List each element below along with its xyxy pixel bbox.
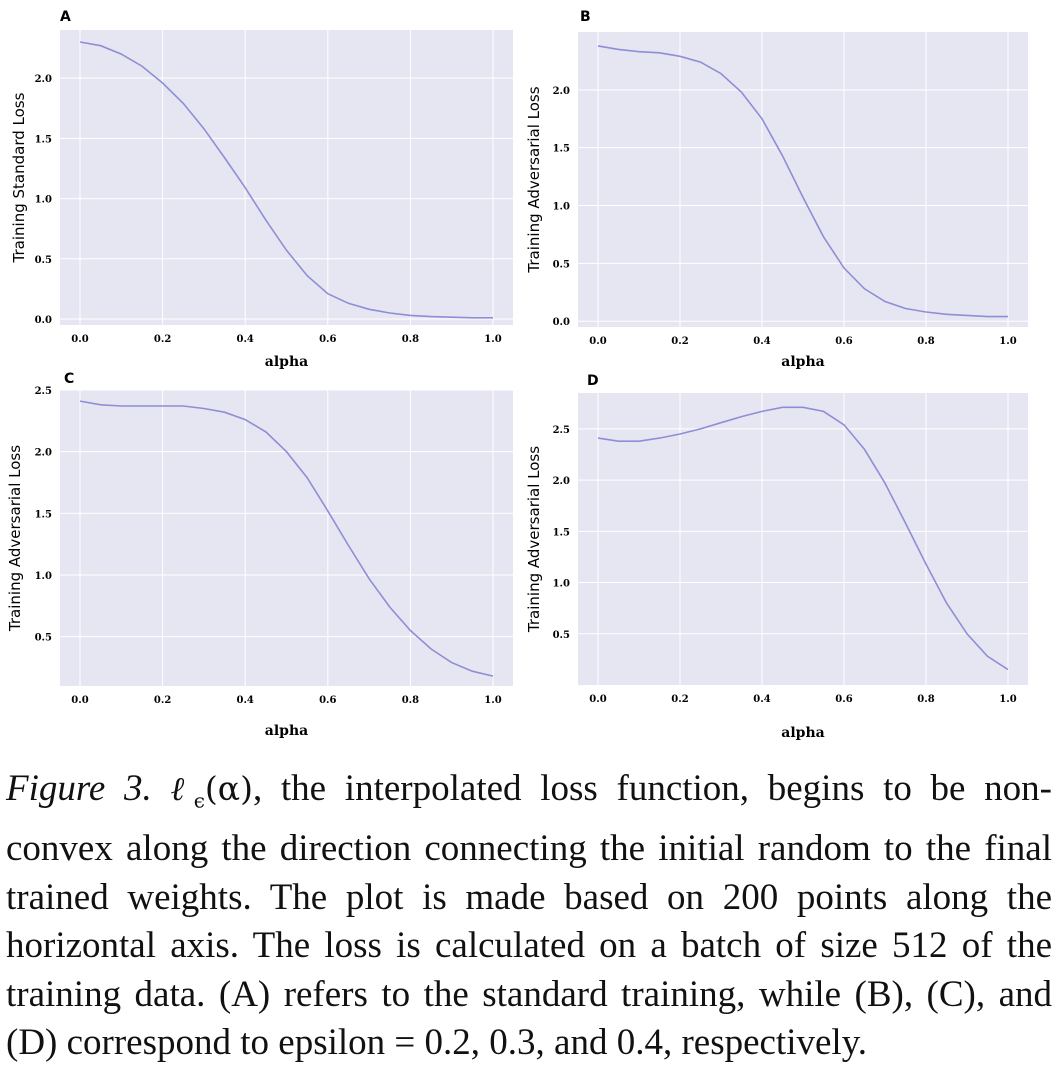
panel-letter: A — [60, 9, 71, 25]
y-tick-label: 2.0 — [35, 448, 52, 459]
y-tick-label: 1.0 — [553, 202, 570, 213]
y-tick-label: 0.0 — [35, 315, 52, 326]
y-tick-label: 2.0 — [553, 86, 570, 97]
y-axis-label: Training Adversarial Loss — [525, 446, 543, 633]
caption-math-subscript: ϵ — [193, 788, 205, 813]
caption-math-arg: (α) — [204, 769, 253, 808]
y-tick-label: 0.5 — [553, 259, 570, 270]
x-tick-label: 0.2 — [154, 695, 171, 706]
caption-math: ℓϵ(α) — [170, 769, 253, 813]
x-tick-label: 0.6 — [835, 336, 852, 347]
x-tick-label: 0.4 — [753, 694, 770, 705]
x-tick-label: 0.8 — [402, 695, 419, 706]
y-tick-label: 2.0 — [553, 476, 570, 487]
x-tick-label: 1.0 — [484, 695, 501, 706]
panel-letter: D — [587, 373, 599, 389]
plot-background — [578, 393, 1028, 685]
x-tick-label: 1.0 — [484, 334, 501, 345]
y-tick-label: 1.5 — [553, 144, 570, 155]
x-axis-label: alpha — [265, 723, 308, 739]
y-tick-label: 0.5 — [35, 633, 52, 644]
y-tick-label: 0.0 — [553, 317, 570, 328]
panel-a: 0.0 0.2 0.4 0.6 0.8 1.0 0.0 0.5 1.0 1.5 2.0 A Traini… — [10, 9, 513, 370]
y-tick-label: 0.5 — [35, 255, 52, 266]
y-axis-label: Training Standard Loss — [10, 92, 28, 263]
y-tick-label: 2.5 — [35, 386, 52, 397]
plot-background — [60, 390, 513, 686]
x-tick-label: 0.2 — [671, 336, 688, 347]
x-tick-label: 1.0 — [999, 336, 1016, 347]
caption-label: Figure 3. — [6, 768, 152, 809]
y-axis-label: Training Adversarial Loss — [6, 445, 24, 632]
x-tick-label: 0.4 — [753, 336, 770, 347]
panel-d: 0.0 0.2 0.4 0.6 0.8 1.0 0.5 1.0 1.5 2.0 2.5 D Traini… — [525, 373, 1028, 741]
x-tick-label: 0.6 — [319, 695, 336, 706]
y-tick-label: 1.5 — [35, 134, 52, 145]
figure-caption: Figure 3. ℓϵ(α), the interpolated loss f… — [6, 765, 1052, 1068]
y-tick-label: 2.5 — [553, 425, 570, 436]
loss-curve — [79, 41, 493, 319]
x-tick-label: 0.8 — [917, 336, 934, 347]
x-axis-label: alpha — [265, 354, 308, 370]
x-tick-label: 0.0 — [71, 695, 88, 706]
y-tick-label: 1.0 — [35, 195, 52, 206]
x-tick-label: 0.4 — [236, 695, 253, 706]
y-tick-label: 1.5 — [35, 509, 52, 520]
x-tick-label: 0.0 — [71, 334, 88, 345]
x-tick-label: 0.0 — [589, 694, 606, 705]
x-tick-label: 0.2 — [671, 694, 688, 705]
loss-curve — [597, 45, 1008, 318]
plot-background — [578, 32, 1028, 327]
x-axis-label: alpha — [781, 354, 824, 370]
x-tick-label: 0.4 — [236, 334, 253, 345]
loss-curve — [597, 406, 1009, 671]
x-tick-label: 1.0 — [999, 694, 1016, 705]
x-tick-label: 0.8 — [402, 334, 419, 345]
x-axis-label: alpha — [781, 725, 824, 741]
x-tick-label: 0.6 — [835, 694, 852, 705]
panel-b: 0.0 0.2 0.4 0.6 0.8 1.0 0.0 0.5 1.0 1.5 2.0 B Traini… — [525, 9, 1028, 370]
panel-c: 0.0 0.2 0.4 0.6 0.8 1.0 0.5 1.0 1.5 2.0 2.5 C Traini… — [6, 371, 513, 739]
x-tick-label: 0.8 — [917, 694, 934, 705]
caption-text: , the interpolated loss function, begins… — [6, 768, 1052, 1064]
panel-letter: B — [580, 9, 591, 25]
panel-letter: C — [64, 371, 74, 387]
caption-math-symbol: ℓ — [170, 769, 194, 808]
loss-curve — [79, 400, 494, 677]
y-tick-label: 1.0 — [35, 571, 52, 582]
x-tick-label: 0.2 — [154, 334, 171, 345]
y-axis-label: Training Adversarial Loss — [525, 86, 543, 273]
y-tick-label: 1.5 — [553, 527, 570, 538]
y-tick-label: 1.0 — [553, 579, 570, 590]
x-tick-label: 0.6 — [319, 334, 336, 345]
y-tick-label: 2.0 — [35, 74, 52, 85]
y-tick-label: 0.5 — [553, 630, 570, 641]
x-tick-label: 0.0 — [589, 336, 606, 347]
plot-background — [60, 30, 513, 325]
figure-panels: 0.0 0.2 0.4 0.6 0.8 1.0 0.0 0.5 1.0 1.5 2.0 A Traini… — [6, 9, 1028, 741]
